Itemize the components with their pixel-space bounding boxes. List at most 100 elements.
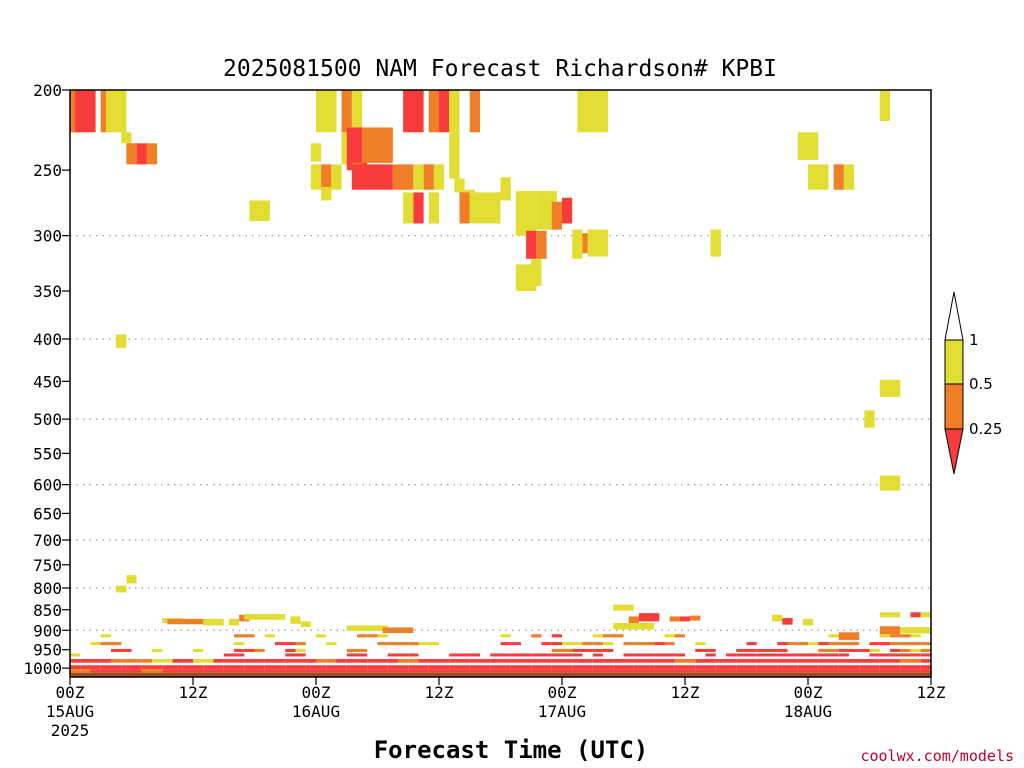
y-tick-label: 500	[33, 410, 62, 429]
heatmap-cell	[562, 642, 573, 646]
heatmap-cell	[802, 618, 814, 626]
heatmap-cell	[387, 669, 398, 673]
heatmap-cell	[346, 659, 357, 663]
heatmap-cell	[679, 616, 691, 622]
heatmap-cell	[644, 669, 655, 673]
heatmap-cell	[736, 648, 747, 652]
heatmap-cell	[900, 659, 911, 663]
heatmap-cell	[920, 669, 931, 673]
heatmap-cell	[562, 648, 573, 652]
heatmap-cell	[551, 659, 562, 663]
heatmap-cell	[613, 604, 634, 611]
heatmap-cell	[531, 258, 542, 286]
y-tick-label: 450	[33, 372, 62, 391]
heatmap-cell	[105, 90, 127, 133]
heatmap-cell	[351, 164, 393, 190]
heatmap-cell	[121, 648, 132, 652]
heatmap-cell	[582, 648, 593, 652]
heatmap-cell	[275, 665, 286, 670]
heatmap-cell	[357, 669, 368, 673]
heatmap-cell	[797, 665, 808, 670]
heatmap-cell	[275, 642, 286, 646]
heatmap-cell	[920, 612, 931, 618]
heatmap-cell	[326, 669, 337, 673]
heatmap-cell	[623, 642, 634, 646]
heatmap-cell	[746, 669, 757, 673]
color-legend: 1 0.5 0.25	[944, 291, 1002, 475]
heatmap-cell	[480, 669, 491, 673]
heatmap-cell	[428, 192, 439, 224]
heatmap-cell	[336, 669, 347, 673]
heatmap-cell	[746, 648, 757, 652]
heatmap-cell	[285, 642, 296, 646]
heatmap-cell	[777, 653, 788, 657]
heatmap-cell	[285, 653, 296, 657]
heatmap-cell	[131, 669, 142, 673]
heatmap-cell	[469, 669, 480, 673]
heatmap-cell	[510, 665, 521, 670]
heatmap-cell	[275, 669, 286, 673]
heatmap-cell	[367, 659, 378, 663]
heatmap-cell	[531, 653, 542, 657]
heatmap-cell	[357, 634, 368, 638]
heatmap-cell	[285, 669, 296, 673]
heatmap-cell	[910, 642, 921, 646]
heatmap-cell	[777, 642, 788, 646]
heatmap-cell	[838, 665, 849, 670]
heatmap-cell	[541, 653, 552, 657]
heatmap-cell	[818, 665, 829, 670]
heatmap-cell	[515, 191, 537, 236]
heatmap-cell	[234, 634, 245, 638]
heatmap-cell	[203, 659, 214, 663]
heatmap-cell	[849, 659, 860, 663]
legend-label: 1	[969, 331, 979, 349]
heatmap-cell	[141, 665, 152, 670]
heatmap-cell	[423, 164, 434, 190]
heatmap-cell	[577, 90, 609, 133]
heatmap-cell	[715, 665, 726, 670]
heatmap-cell	[454, 178, 465, 193]
heatmap-cell	[900, 648, 911, 652]
heatmap-cell	[223, 665, 234, 670]
heatmap-cell	[828, 669, 839, 673]
heatmap-cell	[357, 659, 368, 663]
heatmap-cell	[572, 669, 583, 673]
y-tick-label: 300	[33, 227, 62, 246]
heatmap-cell	[439, 90, 450, 133]
heatmap-cell	[162, 665, 173, 670]
heatmap-cell	[849, 642, 860, 646]
heatmap-cell	[879, 90, 890, 121]
heatmap-cell	[377, 634, 388, 638]
credit-text: coolwx.com/models	[860, 747, 1014, 765]
heatmap-cell	[541, 659, 552, 663]
heatmap-cell	[136, 143, 147, 165]
heatmap-cell	[264, 669, 275, 673]
heatmap-cell	[900, 669, 911, 673]
heatmap-cell	[838, 669, 849, 673]
heatmap-cells	[70, 90, 931, 673]
heatmap-cell	[367, 665, 378, 670]
y-tick-label: 400	[33, 330, 62, 349]
heatmap-cell	[500, 659, 511, 663]
heatmap-cell	[797, 642, 808, 646]
heatmap-cell	[254, 648, 265, 652]
heatmap-cell	[879, 626, 901, 635]
heatmap-cell	[674, 665, 685, 670]
heatmap-cell	[480, 659, 491, 663]
heatmap-cell	[808, 669, 819, 673]
heatmap-cell	[541, 665, 552, 670]
heatmap-cell	[234, 669, 245, 673]
heatmap-cell	[756, 669, 767, 673]
heatmap-cell	[910, 648, 921, 652]
heatmap-cell	[244, 634, 255, 638]
heatmap-cell	[418, 659, 429, 663]
heatmap-cell	[510, 669, 521, 673]
heatmap-cell	[859, 659, 870, 663]
heatmap-cell	[654, 653, 665, 657]
heatmap-cell	[572, 659, 583, 663]
x-tick-label: 00Z	[302, 683, 331, 702]
heatmap-cell	[910, 653, 921, 657]
heatmap-cell	[664, 642, 675, 646]
legend-arrow-bottom	[944, 428, 964, 475]
heatmap-cell	[674, 669, 685, 673]
